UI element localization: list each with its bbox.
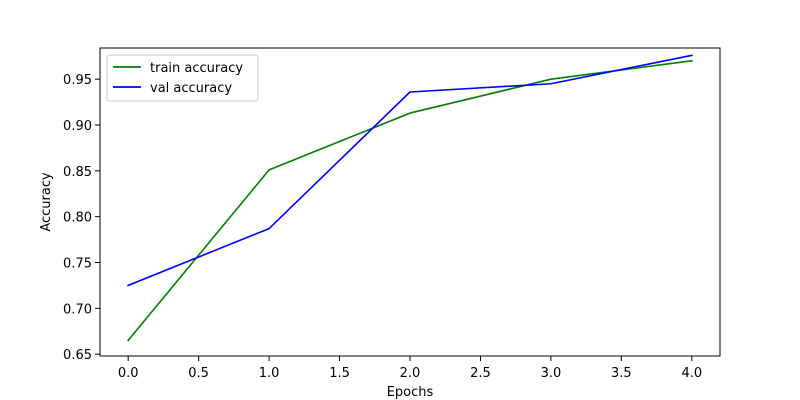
x-axis-ticks: 0.0 0.5 1.0 1.5 2.0 2.5 3.0 3.5 4.0 — [118, 356, 702, 381]
x-axis-label: Epochs — [387, 385, 434, 400]
data-point-val-accuracy — [409, 91, 411, 93]
x-tick-label: 2.0 — [400, 366, 421, 381]
y-tick-label: 0.70 — [63, 302, 92, 317]
x-tick-label: 1.5 — [329, 366, 350, 381]
x-tick-label: 3.0 — [541, 366, 562, 381]
data-point-val-accuracy — [691, 54, 693, 57]
y-tick-label: 0.80 — [63, 211, 92, 226]
data-point-train-accuracy — [268, 169, 270, 171]
x-tick-label: 0.0 — [118, 366, 139, 381]
data-point-val-accuracy — [550, 82, 552, 85]
y-tick-label: 0.95 — [63, 73, 92, 88]
data-point-train-accuracy — [409, 112, 411, 114]
y-tick-label: 0.65 — [63, 348, 92, 363]
data-point-train-accuracy — [550, 78, 552, 80]
legend: train accuracy val accuracy — [106, 54, 259, 102]
x-tick-label: 4.0 — [681, 366, 702, 381]
legend-label-val-accuracy: val accuracy — [150, 81, 232, 96]
y-tick-label: 0.75 — [63, 257, 92, 272]
y-tick-label: 0.85 — [63, 165, 92, 180]
series-layer — [127, 54, 693, 342]
x-tick-label: 3.5 — [611, 366, 632, 381]
legend-label-train-accuracy: train accuracy — [150, 61, 243, 76]
legend-box — [106, 54, 259, 102]
y-axis-ticks: 0.65 0.70 0.75 0.80 0.85 0.90 0.95 — [63, 73, 100, 363]
x-tick-label: 0.5 — [188, 366, 209, 381]
data-point-val-accuracy — [127, 284, 129, 287]
data-point-train-accuracy — [127, 339, 129, 342]
x-tick-label: 2.5 — [470, 366, 491, 381]
y-tick-label: 0.90 — [63, 119, 92, 134]
data-point-val-accuracy — [268, 227, 270, 230]
data-point-train-accuracy — [691, 60, 693, 62]
x-tick-label: 1.0 — [259, 366, 280, 381]
y-axis-label: Accuracy — [39, 172, 54, 232]
